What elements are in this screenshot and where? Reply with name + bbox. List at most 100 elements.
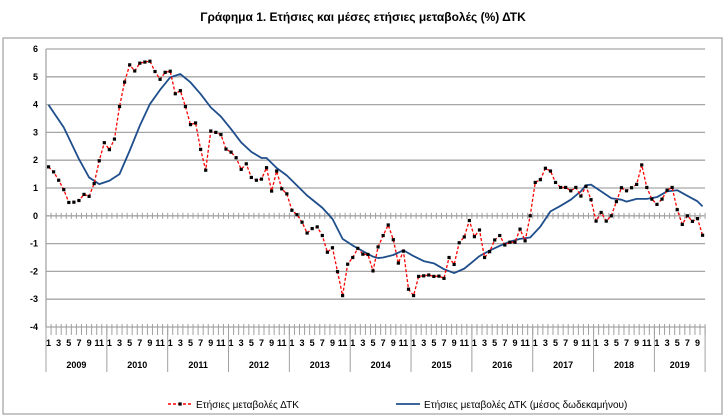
series-annual-marker	[376, 245, 380, 249]
series-annual-marker	[675, 208, 679, 212]
series-annual-marker	[264, 166, 269, 170]
series-annual-marker	[280, 187, 284, 191]
year-label: 2014	[371, 360, 391, 370]
series-annual-marker	[102, 141, 106, 145]
series-annual-marker	[543, 166, 547, 170]
series-annual-marker	[305, 231, 309, 235]
month-tick-label: 3	[543, 338, 548, 348]
month-tick-label: 7	[259, 338, 264, 348]
month-tick-label: 11	[277, 338, 287, 348]
series-annual-marker	[87, 194, 91, 198]
series-annual-marker	[690, 219, 695, 223]
y-tick-label: -1	[30, 239, 38, 249]
series-annual-marker	[457, 241, 461, 245]
month-tick-label: 1	[654, 338, 659, 348]
series-annual-marker	[396, 261, 400, 265]
series-annual-marker	[67, 200, 71, 205]
series-annual-marker	[452, 262, 456, 267]
series-annual-marker	[670, 185, 674, 190]
series-annual-marker	[488, 250, 492, 254]
series-annual-marker	[244, 162, 248, 166]
month-tick-label: 5	[127, 338, 132, 348]
chart-title: Γράφημα 1. Ετήσιες και μέσες ετήσιες μετ…	[200, 10, 526, 24]
month-tick-label: 3	[604, 338, 609, 348]
month-tick-label: 9	[330, 338, 335, 348]
month-tick-label: 5	[614, 338, 619, 348]
y-tick-label: -4	[30, 322, 38, 332]
series-annual-marker	[62, 188, 66, 192]
month-tick-label: 5	[188, 338, 193, 348]
month-tick-label: 11	[399, 338, 409, 348]
series-annual-marker	[406, 287, 411, 291]
month-tick-label: 1	[411, 338, 416, 348]
month-tick-label: 7	[685, 338, 690, 348]
series-annual-marker	[214, 130, 218, 134]
year-label: 2013	[310, 360, 330, 370]
series-annual-marker	[310, 226, 314, 231]
month-tick-label: 7	[137, 338, 142, 348]
series-annual-marker	[224, 147, 228, 151]
month-tick-label: 9	[452, 338, 457, 348]
series-annual-marker	[477, 228, 482, 232]
month-tick-label: 3	[178, 338, 183, 348]
month-tick-label: 3	[482, 338, 487, 348]
series-annual-marker	[680, 222, 684, 227]
series-annual-marker	[493, 238, 497, 242]
month-tick-label: 11	[642, 338, 652, 348]
year-label: 2018	[614, 360, 634, 370]
series-annual-marker	[97, 159, 101, 163]
month-tick-label: 9	[208, 338, 213, 348]
series-annual-marker	[650, 197, 654, 201]
y-tick-label: 5	[33, 72, 38, 82]
series-annual-marker	[335, 270, 340, 274]
chart-frame	[2, 37, 723, 415]
series-annual-marker	[528, 214, 532, 218]
series-annual-marker	[52, 170, 56, 174]
y-tick-label: 2	[33, 155, 38, 165]
legend-annual-marker	[178, 402, 182, 406]
month-tick-label: 7	[320, 338, 325, 348]
series-annual-marker	[695, 216, 700, 221]
month-tick-label: 3	[421, 338, 426, 348]
series-annual-marker	[315, 225, 319, 229]
series-annual-marker	[604, 219, 608, 223]
series-annual-marker	[391, 238, 395, 242]
month-tick-label: 5	[310, 338, 315, 348]
series-annual-marker	[366, 252, 370, 257]
series-annual-marker	[77, 198, 81, 203]
series-annual-marker	[619, 186, 624, 190]
series-annual-marker	[92, 181, 96, 186]
y-tick-label: 4	[33, 100, 38, 110]
year-label: 2010	[127, 360, 147, 370]
month-tick-label: 1	[289, 338, 294, 348]
month-tick-label: 11	[581, 338, 591, 348]
y-tick-label: 1	[33, 183, 38, 193]
series-annual-marker	[564, 185, 568, 190]
series-annual-marker	[447, 255, 451, 260]
year-label: 2015	[431, 360, 451, 370]
series-annual-marker	[371, 269, 375, 273]
series-annual-marker	[229, 150, 233, 154]
series-annual-marker	[700, 233, 705, 237]
month-tick-label: 9	[269, 338, 274, 348]
series-annual-marker	[325, 250, 329, 254]
series-annual-marker	[660, 197, 664, 201]
month-tick-label: 5	[675, 338, 680, 348]
series-annual-marker	[158, 77, 162, 81]
y-tick-label: 3	[33, 127, 38, 137]
month-tick-label: 7	[198, 338, 203, 348]
month-tick-label: 3	[56, 338, 61, 348]
year-label: 2019	[670, 360, 690, 370]
month-tick-label: 1	[107, 338, 112, 348]
y-tick-label: 0	[33, 211, 38, 221]
series-annual-marker	[320, 233, 324, 238]
month-tick-label: 9	[512, 338, 517, 348]
year-label: 2009	[66, 360, 86, 370]
series-annual-marker	[665, 188, 669, 192]
month-tick-label: 9	[87, 338, 92, 348]
series-annual-marker	[138, 61, 142, 65]
series-annual-marker	[432, 274, 436, 279]
series-annual-line	[48, 60, 704, 298]
series-annual-marker	[295, 213, 299, 217]
